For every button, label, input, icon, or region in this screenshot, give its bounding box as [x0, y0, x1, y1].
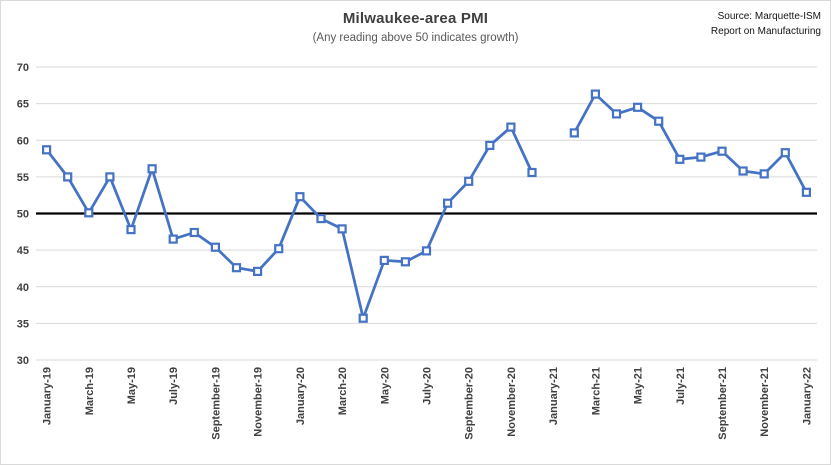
pmi-series-line	[45, 92, 808, 320]
data-point	[400, 257, 410, 267]
x-tick-label: March-19	[84, 367, 96, 415]
x-tick-label: November-19	[253, 367, 265, 437]
data-point	[780, 148, 790, 158]
data-point	[717, 146, 727, 156]
data-point	[147, 164, 157, 174]
data-point	[443, 198, 453, 208]
data-point	[379, 255, 389, 265]
data-point	[506, 122, 516, 132]
source-line-1: Source: Marquette-ISM	[717, 11, 821, 22]
x-tick-label: July-19	[168, 367, 180, 405]
data-point	[590, 89, 601, 99]
data-point	[231, 263, 242, 273]
data-point	[63, 172, 73, 182]
data-point	[527, 167, 537, 178]
x-tick-label: May-21	[633, 367, 645, 404]
data-point	[126, 225, 136, 235]
data-point	[654, 116, 664, 126]
y-axis-labels: 30 35 40 45 50 55 60 65 70	[17, 62, 29, 367]
data-point	[41, 145, 52, 155]
x-tick-label: March-21	[590, 367, 602, 415]
y-tick-label: 45	[17, 245, 29, 257]
x-tick-label: September-19	[210, 367, 222, 440]
data-point	[168, 234, 178, 244]
y-tick-label: 60	[17, 135, 29, 147]
y-tick-label: 70	[17, 62, 29, 74]
source-line-2: Report on Manufacturing	[710, 26, 821, 37]
x-tick-label: September-20	[464, 367, 476, 440]
data-point	[253, 266, 263, 276]
data-point	[210, 242, 220, 252]
x-tick-label: July-21	[675, 367, 687, 405]
data-point	[738, 166, 748, 176]
data-point	[696, 152, 706, 162]
y-tick-label: 35	[17, 318, 29, 330]
data-point	[358, 313, 368, 323]
x-axis-labels: January-19 March-19 May-19 July-19 September…	[42, 367, 814, 440]
x-tick-label: January-21	[548, 367, 560, 425]
y-tick-label: 50	[17, 209, 29, 221]
x-tick-label: January-22	[801, 367, 813, 425]
data-point	[274, 244, 284, 254]
x-tick-label: January-20	[295, 367, 307, 425]
data-point	[569, 128, 579, 138]
data-point	[84, 208, 94, 218]
data-point	[485, 140, 495, 150]
x-tick-label: January-19	[42, 367, 54, 425]
y-tick-label: 55	[17, 172, 29, 184]
data-point	[611, 109, 622, 119]
x-tick-label: May-20	[379, 367, 391, 404]
data-point	[632, 102, 643, 112]
data-point	[316, 214, 326, 224]
data-point	[421, 246, 432, 256]
x-tick-label: March-20	[337, 367, 349, 415]
data-point	[801, 187, 812, 197]
data-point	[189, 227, 199, 238]
x-tick-label: May-19	[126, 367, 138, 404]
data-point	[337, 224, 347, 234]
data-point	[464, 176, 474, 186]
source-note: Source: Marquette-ISM Report on Manufact…	[711, 9, 821, 39]
x-tick-label: November-20	[506, 367, 518, 437]
x-tick-label: November-21	[759, 367, 771, 437]
data-point	[105, 172, 115, 182]
x-tick-label: September-21	[717, 367, 729, 440]
y-tick-label: 65	[17, 99, 29, 111]
data-point	[295, 192, 305, 202]
data-point	[759, 169, 769, 179]
chart-subtitle: (Any reading above 50 indicates growth)	[312, 32, 519, 44]
y-tick-label: 30	[17, 355, 29, 367]
data-point	[675, 154, 685, 164]
chart-title: Milwaukee-area PMI	[342, 10, 489, 27]
x-tick-label: July-20	[422, 367, 434, 405]
y-tick-label: 40	[17, 282, 29, 294]
data-point-markers	[41, 89, 812, 323]
